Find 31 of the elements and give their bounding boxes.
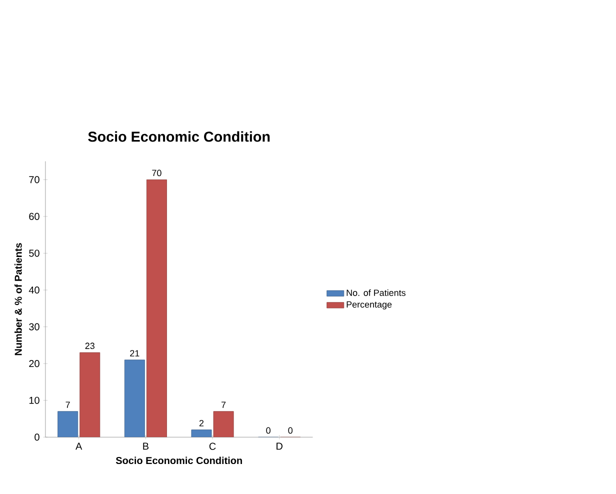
legend-label: Percentage xyxy=(346,301,392,310)
y-tick-label: 40 xyxy=(28,286,40,294)
y-tick-label: 20 xyxy=(29,360,40,368)
y-tick-label: 10 xyxy=(29,396,40,404)
data-label: 70 xyxy=(152,170,162,176)
y-tick-label: 50 xyxy=(29,250,40,257)
data-label: 23 xyxy=(85,342,94,350)
y-tick-label: 0 xyxy=(34,434,40,441)
data-label: 0 xyxy=(266,427,270,434)
data-label: 7 xyxy=(222,402,226,408)
y-tick-label: 30 xyxy=(29,323,40,330)
y-tick-label: 70 xyxy=(29,176,40,184)
legend-label: No. of Patients xyxy=(346,289,406,296)
bar xyxy=(80,352,100,438)
x-axis-title: Socio Economic Condition xyxy=(116,456,242,464)
bar xyxy=(191,430,212,438)
x-tick-label: D xyxy=(276,442,282,450)
bar xyxy=(124,360,145,438)
data-label: 21 xyxy=(130,350,140,356)
bar xyxy=(146,180,167,438)
y-tick-label: 60 xyxy=(29,212,40,220)
x-tick-label: A xyxy=(76,442,82,450)
data-label: 0 xyxy=(288,427,293,434)
bar xyxy=(213,411,234,438)
chart-title: Socio Economic Condition xyxy=(88,131,270,142)
x-tick-label: B xyxy=(143,442,148,450)
bar xyxy=(58,411,78,438)
data-label: 7 xyxy=(66,402,70,408)
x-tick-label: C xyxy=(209,442,216,450)
data-label: 2 xyxy=(199,420,204,426)
y-axis-title: Number & % of Patients xyxy=(14,243,22,356)
